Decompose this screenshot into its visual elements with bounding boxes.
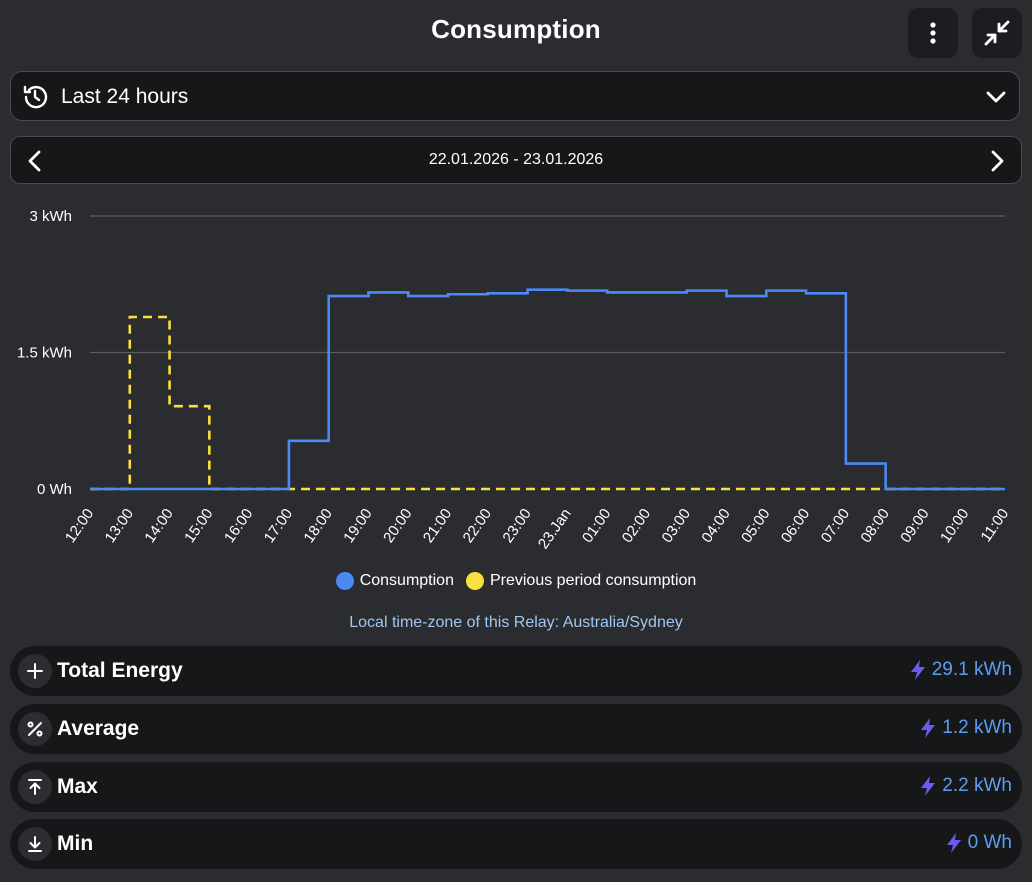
x-tick-label: 04:00 <box>698 506 733 547</box>
date-navigator: 22.01.2026 - 23.01.2026 <box>10 136 1022 184</box>
period-select[interactable]: Last 24 hours <box>10 71 1020 121</box>
series-line-previous <box>90 315 1005 491</box>
collapse-icon <box>984 20 1010 46</box>
chart-legend: Consumption Previous period consumption <box>0 572 1032 590</box>
stat-value-text: 29.1 kWh <box>931 659 1012 680</box>
y-tick-label: 0 Wh <box>37 481 72 498</box>
chevron-down-icon <box>986 91 1006 103</box>
x-tick-label: 10:00 <box>937 506 972 547</box>
legend-dot-consumption <box>335 572 354 590</box>
x-tick-label: 18:00 <box>301 506 336 547</box>
stat-min[interactable]: Min 0 Wh <box>10 819 1022 869</box>
x-tick-label: 05:00 <box>738 506 773 547</box>
more-vertical-icon <box>930 22 936 44</box>
stat-label: Average <box>57 717 140 740</box>
page-title: Consumption <box>431 14 601 44</box>
date-range: 22.01.2026 - 23.01.2026 <box>428 151 604 168</box>
x-tick-label: 01:00 <box>579 506 614 547</box>
x-tick-label: 13:00 <box>102 506 137 547</box>
x-tick-label: 08:00 <box>857 506 892 547</box>
bolt-icon <box>946 833 961 853</box>
stat-total-energy[interactable]: Total Energy 29.1 kWh <box>10 646 1022 696</box>
x-tick-label: 12:00 <box>62 506 97 547</box>
x-tick-label: 21:00 <box>420 506 455 547</box>
x-tick-label: 22:00 <box>460 506 495 547</box>
x-tick-label: 14:00 <box>141 506 176 547</box>
percent-icon <box>18 712 52 746</box>
chevron-right-icon[interactable] <box>985 149 1009 173</box>
legend-label-consumption: Consumption <box>359 572 454 589</box>
history-icon <box>23 85 48 109</box>
legend-dot-previous <box>465 572 484 590</box>
x-tick-label: 07:00 <box>818 506 853 547</box>
stat-value-text: 2.2 kWh <box>942 775 1012 796</box>
consumption-chart: 0 Wh 1.5 kWh 3 kWh 12:00 13:00 14:00 15:00 16:0… <box>17 208 1012 553</box>
x-tick-label: 02:00 <box>619 506 654 547</box>
stat-value: 29.1 kWh <box>908 659 1012 681</box>
stat-average[interactable]: Average 1.2 kWh <box>10 704 1022 754</box>
x-tick-label: 11:00 <box>977 506 1012 546</box>
stat-value: 1.2 kWh <box>918 717 1012 739</box>
x-tick-label: 17:00 <box>261 506 296 547</box>
x-tick-label: 15:00 <box>181 506 216 547</box>
x-tick-label: 06:00 <box>778 506 813 547</box>
stat-max[interactable]: Max 2.2 kWh <box>10 762 1022 812</box>
arrow-up-to-line-icon <box>18 770 52 804</box>
plus-icon <box>18 654 52 688</box>
stat-value-text: 1.2 kWh <box>942 717 1012 738</box>
bolt-icon <box>921 718 936 738</box>
bolt-icon <box>921 776 936 796</box>
y-tick-label: 1.5 kWh <box>17 345 72 362</box>
x-tick-label: 03:00 <box>659 506 694 547</box>
legend-item-previous[interactable]: Previous period consumption <box>465 572 697 590</box>
arrow-down-to-line-icon <box>18 827 52 861</box>
stat-label: Min <box>57 832 94 855</box>
y-tick-label: 3 kWh <box>29 208 72 225</box>
header: Consumption <box>0 0 1032 64</box>
stat-value: 0 Wh <box>944 832 1012 854</box>
x-tick-label: 23:00 <box>499 506 534 547</box>
chevron-left-icon[interactable] <box>23 149 47 173</box>
legend-item-consumption[interactable]: Consumption <box>335 572 454 590</box>
bolt-icon <box>910 660 925 680</box>
stat-label: Max <box>57 775 98 798</box>
x-tick-label: 19:00 <box>340 506 375 547</box>
period-select-value: Last 24 hours <box>61 85 189 108</box>
stat-value-text: 0 Wh <box>967 832 1012 853</box>
x-tick-label: 16:00 <box>221 506 256 547</box>
stat-label: Total Energy <box>57 659 183 682</box>
x-tick-label: 23.Jan <box>535 506 575 553</box>
timezone-note: Local time-zone of this Relay: Australia… <box>349 614 683 631</box>
more-options-button[interactable] <box>908 8 958 58</box>
collapse-button[interactable] <box>972 8 1022 58</box>
stat-value: 2.2 kWh <box>918 775 1012 797</box>
x-tick-label: 09:00 <box>897 506 932 547</box>
x-tick-label: 20:00 <box>380 506 415 547</box>
series-line-consumption <box>90 288 1005 491</box>
legend-label-previous: Previous period consumption <box>489 572 697 589</box>
